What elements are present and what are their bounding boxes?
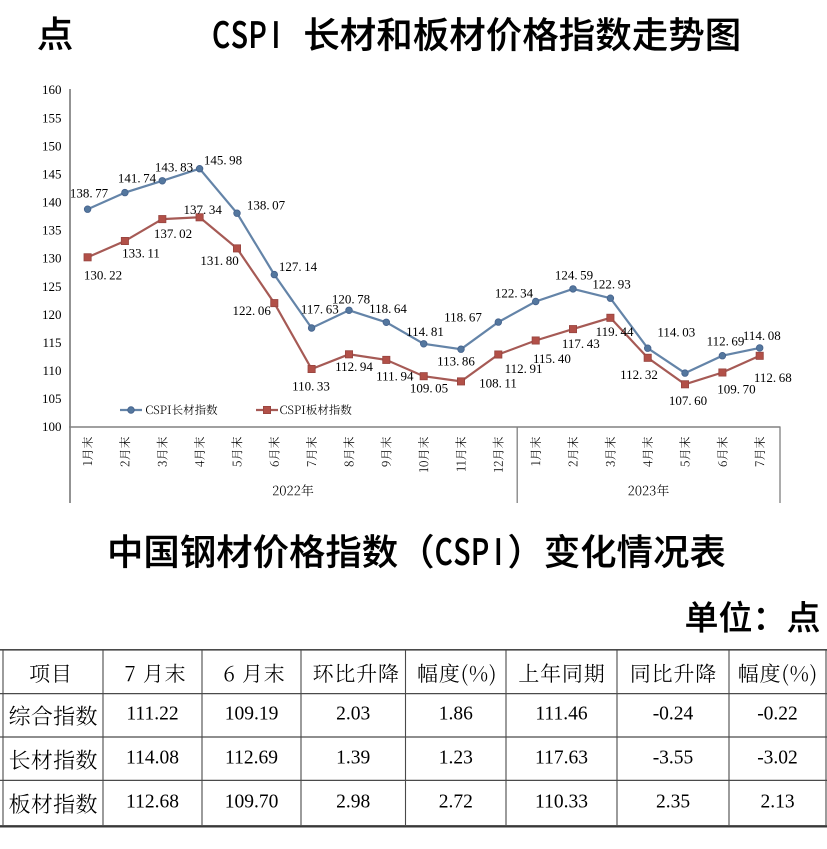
svg-text:114. 03: 114. 03	[657, 325, 695, 340]
svg-text:114. 81: 114. 81	[406, 324, 444, 339]
svg-text:1.39: 1.39	[336, 747, 370, 768]
svg-text:141. 74: 141. 74	[118, 171, 157, 186]
svg-text:113. 86: 113. 86	[437, 354, 475, 369]
svg-text:137. 02: 137. 02	[154, 226, 192, 241]
svg-text:112. 94: 112. 94	[335, 359, 373, 374]
svg-text:2.13: 2.13	[760, 791, 794, 812]
svg-text:120: 120	[42, 307, 62, 322]
svg-text:-3.02: -3.02	[757, 747, 798, 768]
svg-text:110. 33: 110. 33	[292, 379, 330, 394]
svg-text:-3.55: -3.55	[653, 747, 694, 768]
svg-text:138. 07: 138. 07	[247, 198, 286, 213]
svg-text:145: 145	[42, 166, 62, 181]
svg-text:114. 08: 114. 08	[743, 328, 781, 343]
svg-text:-0.24: -0.24	[653, 703, 694, 724]
svg-text:112. 32: 112. 32	[620, 367, 658, 382]
svg-text:127. 14: 127. 14	[279, 259, 318, 274]
svg-text:135: 135	[42, 223, 62, 238]
svg-text:143. 83: 143. 83	[155, 160, 193, 175]
svg-text:2.03: 2.03	[336, 703, 370, 724]
svg-text:117.63: 117.63	[535, 747, 588, 768]
svg-text:120. 78: 120. 78	[332, 292, 370, 307]
svg-text:112. 69: 112. 69	[707, 333, 745, 348]
svg-text:110.33: 110.33	[535, 791, 588, 812]
svg-text:100: 100	[42, 419, 62, 434]
svg-text:2.98: 2.98	[336, 791, 370, 812]
svg-text:109.70: 109.70	[225, 791, 279, 812]
svg-text:112.69: 112.69	[225, 747, 278, 768]
svg-text:117. 63: 117. 63	[301, 302, 339, 317]
svg-text:133. 11: 133. 11	[122, 246, 160, 261]
svg-text:122. 93: 122. 93	[592, 277, 630, 292]
svg-text:112.68: 112.68	[126, 791, 179, 812]
svg-text:137. 34: 137. 34	[184, 202, 223, 217]
svg-text:109. 05: 109. 05	[410, 381, 448, 396]
svg-text:110: 110	[42, 363, 61, 378]
svg-text:125: 125	[42, 279, 62, 294]
svg-text:160: 160	[42, 82, 62, 97]
svg-text:150: 150	[42, 138, 62, 153]
svg-text:114.08: 114.08	[126, 747, 179, 768]
svg-text:1.23: 1.23	[439, 747, 473, 768]
svg-text:111.22: 111.22	[126, 703, 178, 724]
svg-text:117. 43: 117. 43	[562, 336, 600, 351]
svg-text:112. 68: 112. 68	[754, 370, 792, 385]
svg-text:109. 70: 109. 70	[717, 381, 755, 396]
svg-text:109.19: 109.19	[225, 703, 279, 724]
svg-text:115. 40: 115. 40	[533, 351, 571, 366]
svg-text:140: 140	[42, 195, 62, 210]
svg-text:118. 64: 118. 64	[369, 301, 407, 316]
svg-text:130: 130	[42, 251, 62, 266]
svg-text:2.72: 2.72	[439, 791, 473, 812]
svg-text:119. 44: 119. 44	[596, 324, 634, 339]
svg-text:145. 98: 145. 98	[204, 153, 242, 168]
svg-text:112. 91: 112. 91	[505, 361, 543, 376]
svg-text:155: 155	[42, 110, 62, 125]
svg-text:138. 77: 138. 77	[70, 186, 109, 201]
svg-text:2.35: 2.35	[656, 791, 690, 812]
svg-text:108. 11: 108. 11	[479, 376, 517, 391]
svg-text:111.46: 111.46	[535, 703, 587, 724]
svg-text:107. 60: 107. 60	[669, 393, 707, 408]
svg-text:131. 80: 131. 80	[200, 253, 238, 268]
svg-text:122. 34: 122. 34	[495, 286, 534, 301]
svg-text:118. 67: 118. 67	[444, 310, 482, 325]
svg-text:124. 59: 124. 59	[555, 268, 593, 283]
svg-text:122. 06: 122. 06	[233, 303, 272, 318]
svg-text:130. 22: 130. 22	[84, 268, 122, 283]
svg-text:115: 115	[42, 335, 61, 350]
svg-text:105: 105	[42, 391, 62, 406]
svg-text:-0.22: -0.22	[757, 703, 798, 724]
svg-text:111. 94: 111. 94	[376, 369, 414, 384]
svg-text:1.86: 1.86	[439, 703, 473, 724]
